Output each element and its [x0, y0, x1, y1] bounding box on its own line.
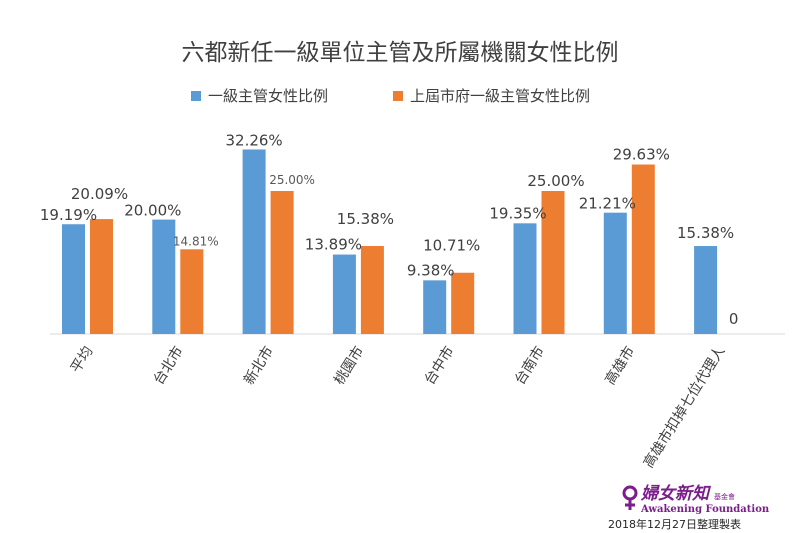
- x-tick-label: 高雄市扣掉七位代理人: [640, 343, 729, 471]
- bar-series2-cat6: [541, 191, 565, 334]
- data-label-series1-cat2: 20.00%: [124, 202, 181, 220]
- data-label-series2-cat2: 14.81%: [173, 234, 219, 248]
- x-tick-label: 台中市: [421, 343, 458, 388]
- venus-symbol-icon: [622, 485, 638, 510]
- data-label-series1-cat6: 19.35%: [489, 204, 546, 222]
- data-labels-group: 19.19% 20.00% 32.26% 13.89% 9.38% 19.35% 21.21…: [40, 131, 738, 328]
- logo-name-cn: 婦女新知: [640, 484, 712, 504]
- data-label-series2-cat5: 10.71%: [423, 237, 480, 255]
- legend-label-series-2: 上屆市府一級主管女性比例: [410, 87, 590, 105]
- bar-series2-cat7: [631, 164, 655, 334]
- data-label-series2-cat1: 20.09%: [71, 185, 128, 203]
- data-label-series2-cat4: 15.38%: [337, 210, 394, 228]
- x-tick-label: 高雄市: [602, 343, 639, 388]
- bar-series1-cat6: [513, 223, 537, 334]
- legend: 一級主管女性比例 上屆市府一級主管女性比例: [191, 87, 590, 105]
- awakening-foundation-logo: 婦女新知 基金會 Awakening Foundation: [622, 484, 770, 515]
- bar-series2-cat5: [451, 272, 475, 334]
- bars-group: [62, 149, 718, 334]
- bar-series2-cat1: [90, 219, 113, 334]
- bar-series1-cat4: [332, 254, 356, 334]
- bar-series1-cat5: [423, 280, 447, 334]
- bar-series1-cat8: [694, 246, 718, 334]
- data-label-series1-cat5: 9.38%: [407, 261, 455, 279]
- data-label-series1-cat1: 19.19%: [40, 206, 97, 224]
- bar-series2-cat4: [360, 246, 384, 334]
- data-label-series2-cat7: 29.63%: [613, 146, 670, 164]
- logo-name-en: Awakening Foundation: [640, 504, 770, 515]
- data-label-series2-cat8: 0: [729, 310, 739, 328]
- logo-name-cn-small: 基金會: [714, 492, 735, 501]
- legend-swatch-series-2: [393, 91, 403, 101]
- x-tick-labels-group: 平均 台北市 新北市 桃園市 台中市 台南市 高雄市 高雄市扣掉七位代理人: [68, 343, 729, 471]
- legend-label-series-1: 一級主管女性比例: [208, 87, 328, 105]
- bar-series1-cat3: [242, 149, 266, 334]
- bar-series2-cat2: [180, 249, 204, 334]
- data-label-series1-cat3: 32.26%: [225, 131, 282, 149]
- bar-series1-cat7: [603, 212, 627, 334]
- data-label-series2-cat6: 25.00%: [527, 172, 584, 190]
- x-tick-label: 台南市: [511, 343, 548, 388]
- x-tick-label: 平均: [68, 344, 96, 376]
- x-tick-label: 桃園市: [331, 343, 368, 388]
- footnote-date: 2018年12月27日整理製表: [608, 517, 741, 531]
- bar-series1-cat2: [152, 219, 176, 334]
- x-tick-label: 台北市: [150, 343, 187, 388]
- bar-series1-cat1: [62, 224, 85, 334]
- data-label-series1-cat4: 13.89%: [305, 236, 362, 254]
- chart-title: 六都新任一級單位主管及所屬機關女性比例: [182, 40, 619, 66]
- legend-swatch-series-1: [191, 91, 201, 101]
- bar-series2-cat3: [270, 191, 294, 334]
- data-label-series1-cat7: 21.21%: [579, 195, 636, 213]
- x-tick-label: 新北市: [240, 343, 277, 388]
- data-label-series2-cat3: 25.00%: [269, 173, 315, 187]
- data-label-series1-cat8: 15.38%: [677, 224, 734, 242]
